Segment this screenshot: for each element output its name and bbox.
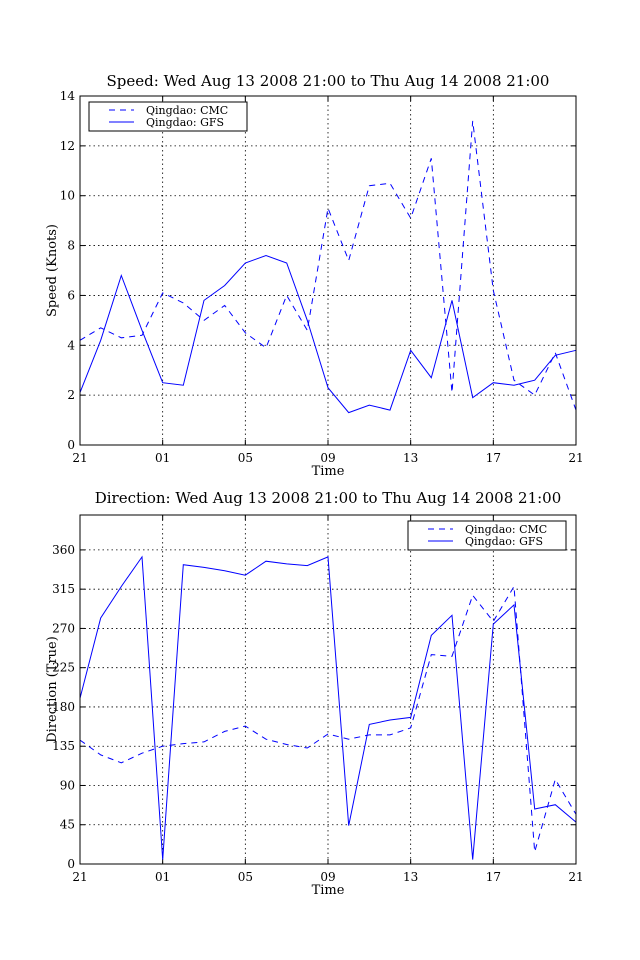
y-tick-label: 90: [60, 778, 75, 792]
y-tick-label: 315: [52, 582, 75, 596]
y-tick-label: 0: [67, 857, 75, 871]
series-line-cmc: [79, 584, 577, 852]
x-tick-label: 17: [486, 870, 501, 884]
y-axis-label: Speed (Knots): [45, 224, 60, 317]
x-tick-label: 09: [320, 451, 335, 465]
y-tick-label: 6: [67, 288, 75, 302]
y-tick-label: 360: [52, 543, 75, 557]
legend-box: [407, 520, 567, 551]
legend-label: Qingdao: CMC: [465, 523, 547, 536]
y-tick-label: 135: [52, 739, 75, 753]
legend-box: [88, 101, 248, 132]
x-tick-label: 01: [155, 451, 170, 465]
chart-panel-1: Speed: Wed Aug 13 2008 21:00 to Thu Aug …: [45, 72, 584, 479]
chart-panel-2: Direction: Wed Aug 13 2008 21:00 to Thu …: [45, 489, 584, 898]
x-tick-label: 09: [320, 870, 335, 884]
y-tick-label: 12: [60, 139, 75, 153]
y-tick-label: 14: [60, 89, 76, 103]
y-tick-label: 10: [60, 189, 75, 203]
chart-title: Direction: Wed Aug 13 2008 21:00 to Thu …: [95, 489, 562, 507]
y-tick-label: 4: [67, 338, 75, 352]
y-tick-label: 2: [67, 388, 75, 402]
x-tick-label: 21: [568, 870, 583, 884]
y-tick-label: 180: [52, 700, 75, 714]
plot-frame: [79, 95, 577, 446]
x-tick-label: 05: [238, 870, 253, 884]
y-tick-label: 225: [52, 661, 75, 675]
y-tick-label: 0: [67, 438, 75, 452]
x-tick-label: 21: [568, 451, 583, 465]
y-axis-label: Direction (True): [45, 636, 60, 743]
x-axis-label: Time: [312, 464, 345, 479]
y-tick-label: 270: [52, 621, 75, 635]
x-tick-label: 17: [486, 451, 501, 465]
x-tick-label: 13: [403, 451, 418, 465]
legend-label: Qingdao: GFS: [146, 116, 224, 129]
x-tick-label: 13: [403, 870, 418, 884]
x-tick-label: 01: [155, 870, 170, 884]
x-tick-label: 21: [72, 870, 87, 884]
series-line-gfs: [79, 555, 577, 860]
x-tick-label: 05: [238, 451, 253, 465]
x-axis-label: Time: [312, 883, 345, 898]
x-tick-label: 21: [72, 451, 87, 465]
legend-label: Qingdao: GFS: [465, 535, 543, 548]
chart-title: Speed: Wed Aug 13 2008 21:00 to Thu Aug …: [107, 72, 550, 90]
y-tick-label: 45: [60, 818, 75, 832]
series-line-gfs: [79, 254, 577, 414]
y-tick-label: 8: [67, 239, 75, 253]
plot-frame: [79, 514, 577, 865]
legend-label: Qingdao: CMC: [146, 104, 228, 117]
series-line-cmc: [79, 120, 577, 411]
